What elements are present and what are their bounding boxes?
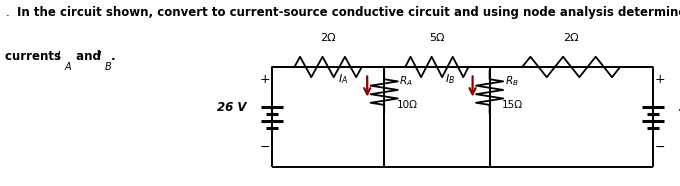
Text: +: + <box>260 73 271 86</box>
Text: currents: currents <box>5 50 65 63</box>
Text: 2Ω: 2Ω <box>564 33 579 43</box>
Text: −: − <box>260 140 271 153</box>
Text: −: − <box>654 140 665 153</box>
Text: $\mathit{I}_A$: $\mathit{I}_A$ <box>338 72 348 86</box>
Text: $\mathit{I}$: $\mathit{I}$ <box>97 50 102 63</box>
Text: $R_B$: $R_B$ <box>505 74 518 88</box>
Text: In the circuit shown, convert to current-source conductive circuit and using nod: In the circuit shown, convert to current… <box>17 6 680 19</box>
Text: $\mathit{A}$: $\mathit{A}$ <box>64 60 73 73</box>
Text: .: . <box>5 6 10 19</box>
Text: $\mathit{I}_B$: $\mathit{I}_B$ <box>445 72 456 86</box>
Text: 36 V: 36 V <box>679 101 680 114</box>
Text: 26 V: 26 V <box>217 101 246 114</box>
Text: +: + <box>654 73 665 86</box>
Text: $\mathit{B}$: $\mathit{B}$ <box>104 60 112 73</box>
Text: .: . <box>111 50 116 63</box>
Text: 10Ω: 10Ω <box>396 100 418 110</box>
Text: 5Ω: 5Ω <box>429 33 445 43</box>
Text: and: and <box>72 50 105 63</box>
Text: 2Ω: 2Ω <box>320 33 336 43</box>
Text: $R_A$: $R_A$ <box>399 74 413 88</box>
Text: $\mathit{I}$: $\mathit{I}$ <box>56 50 62 63</box>
Text: 15Ω: 15Ω <box>502 100 523 110</box>
